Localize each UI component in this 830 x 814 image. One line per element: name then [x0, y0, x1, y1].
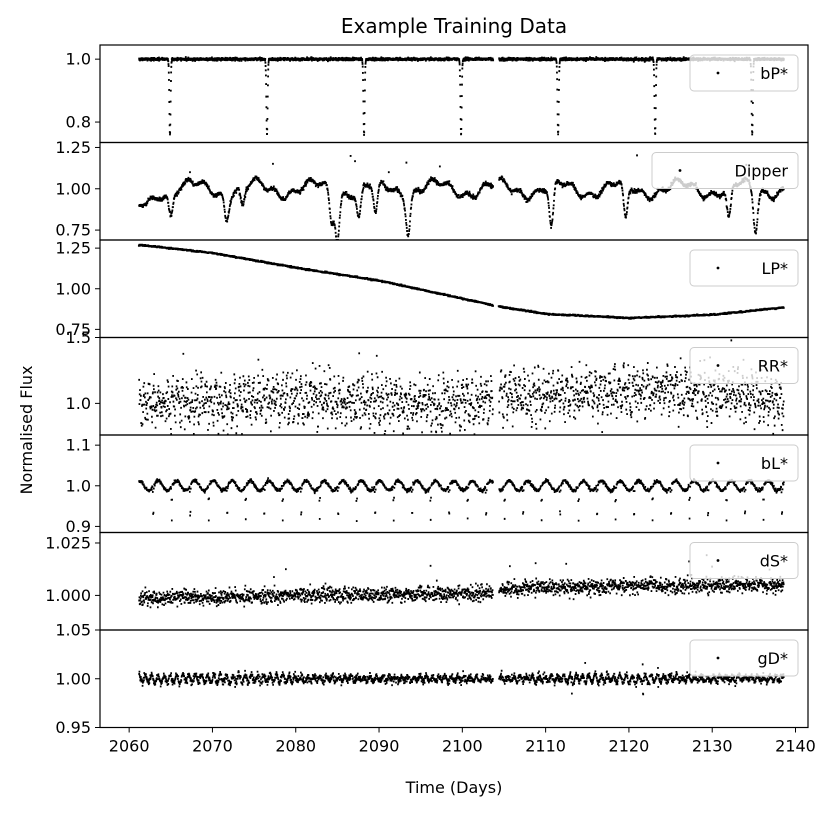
series-points [138, 56, 785, 136]
scatter-marks [138, 661, 785, 696]
panel-lp: 1.25 1.00 0.75 LP* [55, 239, 809, 339]
y-tick-label: 1.0 [66, 394, 91, 413]
legend: RR* [689, 347, 799, 384]
legend-label: RR* [758, 357, 788, 376]
scatter-marks [138, 339, 785, 435]
legend-label: Dipper [735, 162, 789, 181]
legend-label: dS* [760, 552, 788, 571]
series-points [137, 243, 785, 320]
y-tick-label: 0.95 [55, 718, 91, 737]
legend-box [689, 249, 799, 287]
y-tick-label: 1.25 [55, 239, 91, 258]
y-tick-label: 0.75 [55, 221, 91, 240]
x-tick-label: 2080 [275, 737, 316, 756]
panel-ds: 1.025 1.000 dS* [45, 531, 809, 631]
series-points [138, 154, 785, 240]
y-tick-label: 0.8 [66, 113, 91, 132]
series-points [138, 554, 785, 609]
panel-bp: 1.0 0.8 bP* [66, 44, 809, 144]
legend: LP* [689, 249, 799, 287]
legend-box [689, 54, 799, 92]
y-tick-label: 1.00 [55, 179, 91, 198]
panels: 1.0 0.8 bP* 1.25 1.00 0.75 Dipper 1.25 1.00 0.75 L… [45, 44, 809, 737]
legend-box [689, 542, 799, 579]
y-tick-label: 1.25 [55, 138, 91, 157]
legend-label: gD* [758, 649, 788, 668]
legend-marker [716, 71, 720, 75]
legend-label: bP* [760, 64, 788, 83]
chart-title: Example Training Data [341, 14, 567, 38]
scatter-marks [138, 477, 785, 523]
legend-box [689, 639, 799, 677]
y-tick-label: 0.9 [66, 517, 91, 536]
x-tick-label: 2110 [525, 737, 566, 756]
y-tick-label: 1.5 [66, 328, 91, 347]
scatter-marks [138, 154, 785, 240]
legend-marker [716, 559, 720, 562]
y-tick-label: 0.75 [55, 320, 91, 339]
legend-marker [716, 656, 720, 660]
panel-dipper: 1.25 1.00 0.75 Dipper [55, 138, 809, 241]
x-tick-label: 2070 [192, 737, 233, 756]
series-points [138, 661, 785, 696]
x-tick-label: 2120 [609, 737, 650, 756]
y-tick-label: 1.00 [55, 279, 91, 298]
y-tick-label: 1.1 [66, 436, 91, 455]
x-tick-label: 2140 [775, 737, 816, 756]
legend: gD* [689, 639, 799, 677]
series-points [138, 477, 785, 523]
y-tick-label: 1.0 [66, 476, 91, 495]
y-tick-label: 1.000 [45, 586, 91, 605]
panel-rr: 1.5 1.0 RR* [66, 328, 809, 436]
y-tick-label: 1.00 [55, 669, 91, 688]
legend-marker [716, 364, 720, 367]
panel-bl: 1.1 1.0 0.9 bL* [66, 434, 809, 536]
legend-box [689, 347, 799, 384]
x-tick-label: 2100 [442, 737, 483, 756]
x-axis-label: Time (Days) [405, 778, 503, 797]
legend: bP* [689, 54, 799, 92]
legend-box [651, 152, 799, 189]
legend-box [689, 444, 799, 482]
legend-marker [716, 461, 720, 465]
y-tick-label: 1.025 [45, 533, 91, 552]
legend: dS* [689, 542, 799, 579]
x-axis: 2060 2070 2080 2090 2100 2110 2120 2130 2140 [109, 727, 816, 756]
x-tick-label: 2090 [359, 737, 400, 756]
series-points [138, 339, 785, 435]
scatter-marks [138, 56, 785, 136]
y-tick-label: 1.0 [66, 50, 91, 69]
legend: Dipper [651, 152, 799, 189]
legend-marker [678, 169, 682, 172]
x-tick-label: 2060 [109, 737, 150, 756]
scatter-marks [137, 243, 785, 320]
y-axis-label: Normalised Flux [17, 365, 36, 494]
scatter-marks [138, 554, 785, 609]
legend: bL* [689, 444, 799, 482]
legend-label: LP* [761, 259, 788, 278]
panel-gd: 1.05 1.00 0.95 gD* [55, 621, 809, 737]
legend-label: bL* [761, 454, 788, 473]
y-tick-label: 1.05 [55, 621, 91, 640]
x-tick-label: 2130 [692, 737, 733, 756]
legend-marker [716, 266, 720, 270]
